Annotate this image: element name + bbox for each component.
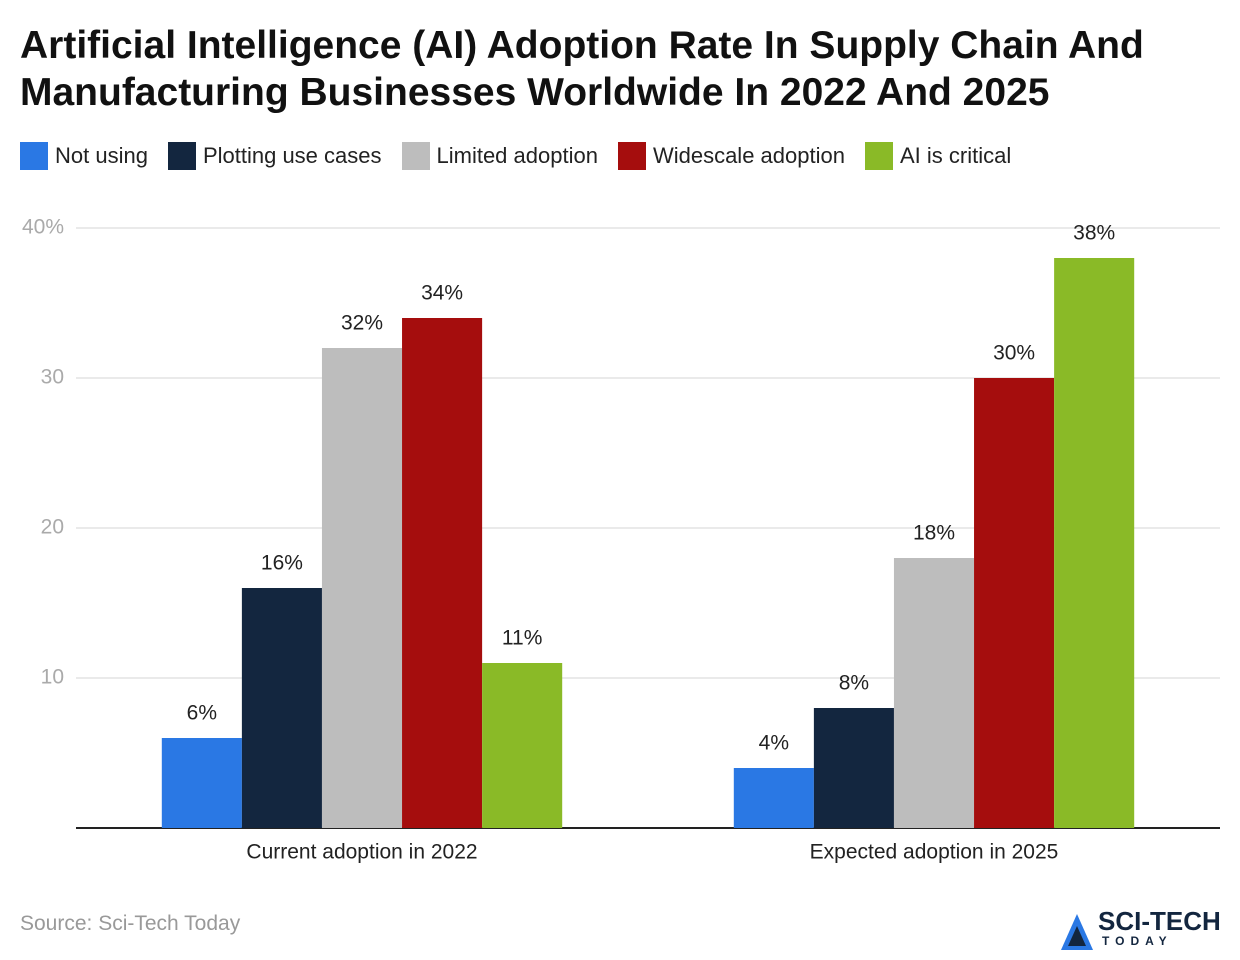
value-label: 32% — [341, 312, 383, 335]
value-label: 6% — [187, 702, 217, 725]
y-tick-label: 40% — [22, 216, 64, 239]
source: Source: Sci-Tech Today — [20, 912, 241, 935]
legend-swatch — [617, 142, 646, 170]
bar — [402, 318, 483, 828]
bar — [241, 588, 322, 828]
bar — [893, 558, 975, 828]
logo-name: SCI-TECH — [1098, 906, 1221, 936]
legend-item: Not using — [20, 142, 148, 170]
chart-title: Artificial Intelligence (AI) Adoption Ra… — [20, 24, 1144, 114]
legend-swatch — [20, 142, 48, 170]
legend-swatch — [401, 142, 430, 170]
legend-item: AI is critical — [864, 142, 1012, 170]
legend-item: Plotting use cases — [167, 142, 382, 170]
bar — [974, 378, 1055, 828]
legend-label: Widescale adoption — [652, 143, 845, 168]
x-tick-label: Expected adoption in 2025 — [810, 841, 1059, 864]
logo: SCI-TECH TODAY — [1060, 906, 1235, 950]
value-label: 18% — [913, 522, 955, 545]
legend-label: Limited adoption — [436, 143, 598, 168]
value-label: 38% — [1073, 222, 1115, 245]
bar — [161, 738, 242, 828]
value-label: 8% — [839, 672, 869, 695]
legend-label: Not using — [55, 143, 148, 168]
value-label: 16% — [261, 552, 303, 575]
y-tick-label: 30 — [41, 366, 64, 389]
legend-label: Plotting use cases — [202, 143, 382, 168]
x-tick-label: Current adoption in 2022 — [246, 841, 477, 864]
y-tick-label: 10 — [41, 666, 64, 689]
bar — [733, 768, 814, 828]
bar — [482, 663, 563, 828]
value-label: 11% — [502, 627, 542, 650]
bar — [813, 708, 894, 828]
legend-swatch — [864, 142, 893, 170]
logo-sub: TODAY — [1102, 934, 1173, 948]
logo-icon — [1061, 914, 1093, 950]
legend: Not using Plotting use cases Limited adopt… — [20, 142, 1011, 170]
bar — [321, 348, 403, 828]
y-tick-label: 20 — [41, 516, 64, 539]
legend-swatch — [167, 142, 196, 170]
legend-label: AI is critical — [899, 143, 1012, 168]
value-label: 4% — [759, 732, 789, 755]
value-label: 34% — [421, 282, 463, 305]
legend-item: Widescale adoption — [617, 142, 845, 170]
bar — [1054, 258, 1135, 828]
value-label: 30% — [993, 342, 1035, 365]
legend-item: Limited adoption — [401, 142, 598, 170]
